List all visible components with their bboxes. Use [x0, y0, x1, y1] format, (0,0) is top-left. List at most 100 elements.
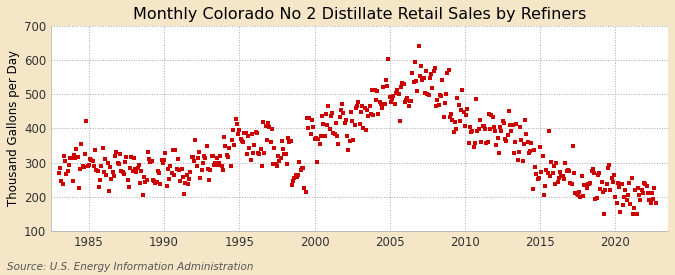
Point	[159, 158, 169, 162]
Point	[375, 102, 386, 106]
Point	[207, 153, 218, 158]
Point	[545, 174, 556, 179]
Point	[555, 170, 566, 174]
Point	[650, 200, 661, 205]
Point	[305, 132, 316, 136]
Point	[163, 167, 173, 171]
Point	[258, 119, 269, 124]
Point	[359, 106, 370, 110]
Point	[53, 171, 64, 175]
Point	[357, 104, 368, 108]
Point	[163, 177, 174, 181]
Point	[564, 169, 574, 173]
Point	[450, 120, 460, 124]
Point	[481, 141, 491, 145]
Point	[95, 178, 105, 182]
Point	[639, 181, 649, 185]
Point	[536, 170, 547, 174]
Point	[340, 121, 350, 125]
Point	[245, 158, 256, 163]
Point	[599, 212, 610, 216]
Point	[565, 181, 576, 186]
Point	[190, 138, 200, 142]
Point	[342, 134, 352, 138]
Point	[480, 126, 491, 131]
Point	[630, 188, 641, 192]
Point	[185, 170, 196, 174]
Point	[138, 175, 149, 180]
Point	[518, 141, 529, 146]
Point	[418, 75, 429, 80]
Point	[309, 137, 320, 141]
Point	[179, 192, 190, 197]
Point	[271, 163, 282, 168]
Point	[225, 164, 236, 168]
Point	[622, 192, 633, 197]
Point	[517, 159, 528, 164]
Point	[384, 95, 395, 99]
Point	[213, 163, 223, 167]
Point	[248, 151, 259, 155]
Point	[255, 147, 266, 151]
Point	[489, 125, 500, 129]
Point	[629, 206, 640, 210]
Point	[631, 211, 642, 216]
Point	[354, 122, 365, 126]
Point	[537, 153, 548, 158]
Point	[477, 124, 488, 129]
Point	[299, 186, 310, 191]
Point	[550, 182, 561, 186]
Point	[397, 81, 408, 85]
Point	[80, 152, 90, 156]
Point	[620, 188, 631, 192]
Point	[601, 182, 612, 187]
Point	[260, 124, 271, 128]
Point	[446, 112, 456, 117]
Point	[475, 117, 485, 122]
Point	[283, 136, 294, 140]
Point	[103, 189, 114, 194]
Point	[541, 168, 552, 172]
Point	[566, 182, 577, 186]
Point	[84, 163, 95, 167]
Point	[223, 155, 234, 160]
Point	[242, 134, 253, 139]
Point	[91, 168, 102, 173]
Point	[112, 160, 123, 165]
Point	[346, 110, 356, 114]
Point	[325, 113, 336, 118]
Point	[340, 118, 351, 122]
Point	[561, 169, 572, 173]
Point	[189, 159, 200, 164]
Point	[328, 131, 339, 136]
Point	[516, 138, 526, 142]
Point	[329, 132, 340, 136]
Title: Monthly Colorado No 2 Distillate Retail Sales by Refiners: Monthly Colorado No 2 Distillate Retail …	[133, 7, 587, 22]
Point	[612, 181, 623, 185]
Point	[75, 166, 86, 171]
Point	[438, 115, 449, 120]
Point	[581, 186, 592, 190]
Point	[387, 97, 398, 101]
Point	[366, 112, 377, 116]
Point	[217, 168, 228, 173]
Point	[571, 191, 582, 196]
Point	[441, 92, 452, 97]
Point	[97, 146, 108, 150]
Point	[194, 150, 205, 154]
Point	[68, 153, 79, 158]
Point	[412, 89, 423, 93]
Point	[150, 181, 161, 185]
Point	[558, 174, 568, 178]
Point	[461, 113, 472, 117]
Point	[242, 152, 252, 156]
Point	[404, 98, 415, 103]
Point	[511, 121, 522, 126]
Point	[500, 136, 510, 141]
Point	[464, 125, 475, 130]
Point	[101, 173, 112, 177]
Point	[429, 66, 440, 70]
Point	[240, 130, 251, 135]
Point	[576, 174, 587, 178]
Point	[454, 103, 464, 107]
